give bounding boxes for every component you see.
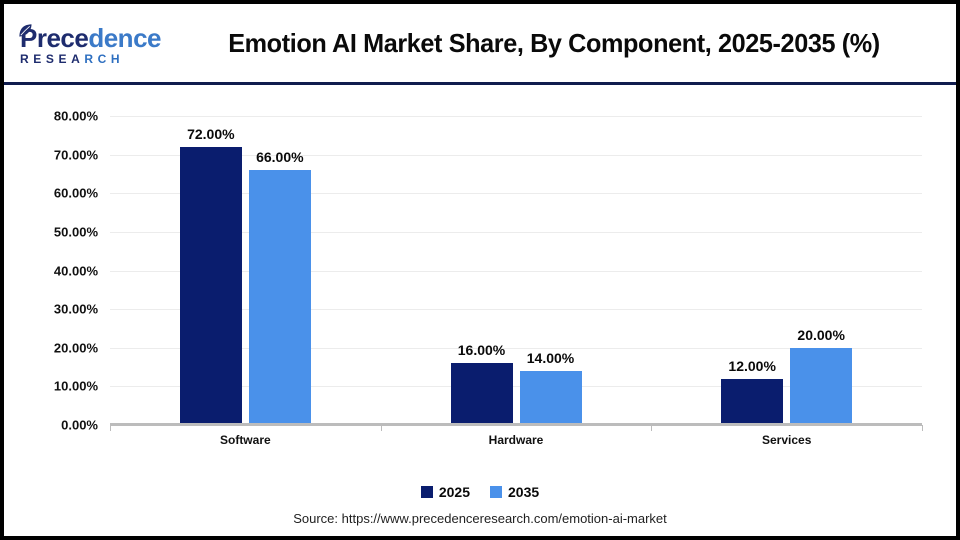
x-label-software: Software [219,433,271,447]
bar-groups: 72.00% 66.00% 16.00% 14.00% 12.00% 20.00% [110,116,922,425]
chart-title: Emotion AI Market Share, By Component, 2… [228,27,880,58]
bar-value-label: 20.00% [797,326,845,343]
bar-2025-software [179,146,242,425]
gridline [110,309,922,311]
x-axis-labels: Software Hardware Services [110,433,922,447]
y-tick-label: 20.00% [53,340,98,356]
legend-item-2025: 2025 [420,484,470,500]
y-tick-label: 60.00% [53,185,98,201]
bar-wrap: 20.00% [790,116,853,425]
bar-2035-software [248,170,311,425]
axis-tick [922,425,923,431]
gridline [110,270,922,272]
bar-wrap: 16.00% [450,116,513,425]
bar-2025-hardware [450,363,513,425]
gridline [110,154,922,156]
logo-subtitle: RESEARCH [20,53,178,65]
bar-wrap: 72.00% [179,116,242,425]
legend-item-2035: 2035 [490,484,539,500]
bar-value-label: 66.00% [256,149,304,166]
bar-group-software: 72.00% 66.00% [110,116,381,425]
axis-tick [651,425,653,431]
header-divider [4,82,956,85]
leaf-icon [18,16,33,42]
bar-value-label: 72.00% [187,125,235,142]
gridline [110,386,922,388]
y-tick-label: 0.00% [61,417,98,433]
legend-swatch-2035 [490,486,502,498]
bar-wrap: 14.00% [519,116,582,425]
y-tick-label: 40.00% [53,263,98,278]
y-axis: 80.00% 70.00% 60.00% 50.00% 40.00% 30.00% 20.0… [4,109,98,433]
logo-text-light: dence [88,23,161,53]
legend: 2025 2035 [4,484,956,500]
logo-subtitle-dark: RESEA [20,52,85,66]
bar-group-services: 12.00% 20.00% [651,116,922,425]
bar-2035-services [790,347,853,425]
bar-wrap: 66.00% [248,116,311,425]
y-tick-label: 10.00% [53,378,98,394]
gridline [110,193,922,195]
bar-value-label: 12.00% [728,357,776,374]
x-label-hardware: Hardware [488,433,544,447]
x-axis-line [110,423,922,426]
bar-2025-services [721,378,784,425]
y-tick-label: 30.00% [53,301,98,317]
y-tick-label: 70.00% [53,147,98,163]
gridline [110,347,922,349]
bar-group-hardware: 16.00% 14.00% [381,116,652,425]
bar-2035-hardware [519,370,582,425]
bar-value-label: 14.00% [526,349,575,366]
legend-swatch-2025 [420,486,433,498]
bar-value-label: 16.00% [457,342,506,359]
gridline [110,116,922,117]
logo-subtitle-light: RCH [84,52,125,66]
y-tick-label: 80.00% [53,108,98,124]
x-label-services: Services [761,433,812,447]
source-text: Source: https://www.precedenceresearch.c… [293,511,667,526]
legend-label-2035: 2035 [508,484,540,500]
legend-label-2025: 2025 [438,484,470,500]
y-tick-label: 50.00% [53,224,98,240]
logo-wordmark: Precedence [19,23,178,53]
header: Precedence RESEARCH Emotion AI Market Sh… [4,4,956,82]
axis-tick [380,425,382,431]
axis-tick [110,425,111,431]
gridline [110,231,922,233]
precedence-research-logo: Precedence RESEARCH [19,21,178,65]
logo-text-dark: Prece [20,23,89,53]
plot-area: 72.00% 66.00% 16.00% 14.00% 12.00% 20.00% [110,116,923,431]
bar-wrap: 12.00% [721,116,784,425]
chart-region: 80.00% 70.00% 60.00% 50.00% 40.00% 30.00% 20.0… [4,85,956,536]
